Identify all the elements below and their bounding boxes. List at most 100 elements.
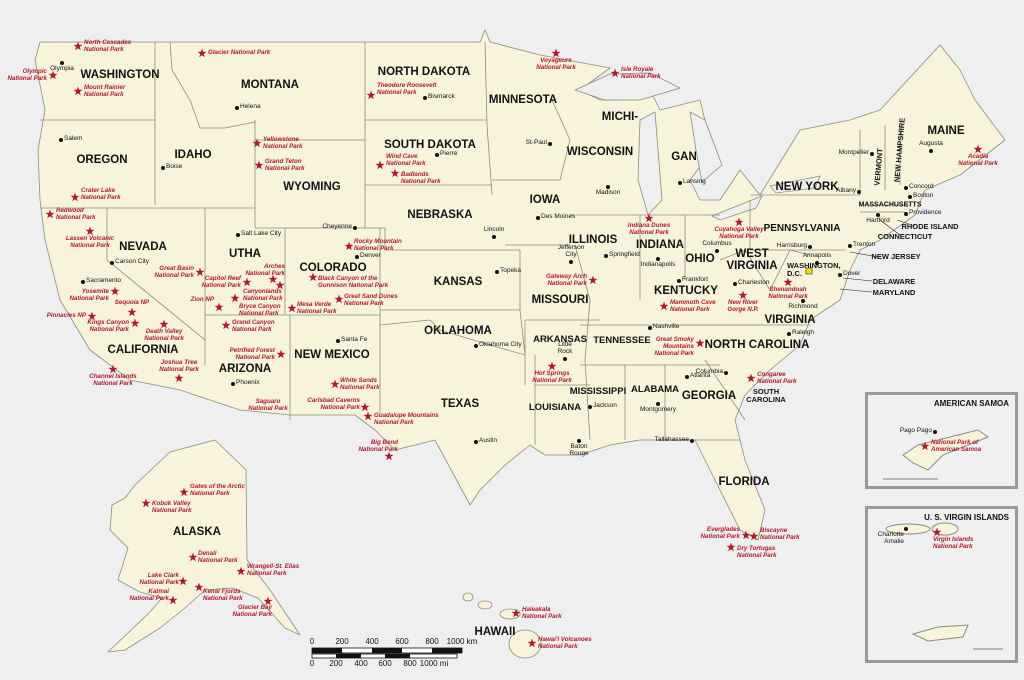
park-label: Virgin Islands National Park [933, 536, 974, 551]
capital-dot [235, 106, 239, 110]
capital-label: Jackson [593, 402, 617, 409]
park-star-icon [511, 608, 521, 618]
scale-km-label: 0 [309, 637, 315, 646]
park-star-icon [390, 168, 400, 178]
park-star-icon [87, 311, 97, 321]
park-star-icon [659, 301, 669, 311]
capital-label: Boston [913, 192, 934, 199]
park-label: Mount Rainier National Park [84, 84, 126, 99]
park-star-icon [726, 542, 736, 552]
capital-dot [588, 405, 592, 409]
capital-label: Bismarck [428, 93, 455, 100]
park-star-icon [242, 277, 252, 287]
park-label: Cuyahoga Valley National Park [714, 226, 764, 241]
park-label: North Cascades National Park [84, 39, 132, 54]
capital-dot [474, 440, 478, 444]
capital-label: Carson City [115, 258, 149, 265]
capital-label: Augusta [919, 140, 943, 148]
park-star-icon [527, 638, 537, 648]
capital-dot [690, 439, 694, 443]
park-star-icon [695, 338, 705, 348]
capital-dot [929, 149, 933, 153]
us-virgin-islands-inset: U. S. VIRGIN ISLANDS [865, 506, 1018, 663]
capital-label: Olympia [50, 65, 74, 72]
capital-label: Boise [166, 163, 183, 170]
hawaii-island-oahu [477, 600, 493, 610]
capital-dot [435, 153, 439, 157]
american-samoa-title: AMERICAN SAMOA [933, 399, 1009, 408]
capital-dot [685, 375, 689, 379]
park-star-icon [254, 160, 264, 170]
state-label: ALABAMA [630, 384, 680, 396]
scale-bar [311, 647, 463, 659]
park-label: Saguaro National Park [248, 398, 288, 413]
park-star-icon [168, 595, 178, 605]
park-star-icon [308, 272, 318, 282]
park-star-icon [375, 160, 385, 170]
park-label: Gateway Arch National Park [545, 273, 587, 288]
capital-dot [857, 190, 861, 194]
capital-dot [110, 261, 114, 265]
capital-label: Providence [909, 209, 942, 216]
capital-dot [904, 186, 908, 190]
state-label: NEW MEXICO [294, 348, 370, 361]
park-label: Lassen Volcanic National Park [65, 235, 115, 250]
park-label: Big Bend National Park [358, 439, 398, 454]
park-label: Capitol Reef National Park [201, 275, 241, 290]
capital-dot [838, 273, 842, 277]
scale-mi-label: 600 [378, 659, 392, 668]
capital-dot [724, 371, 728, 375]
capital-dot [548, 142, 552, 146]
state-label: ARKANSAS [533, 334, 587, 346]
park-label: Badlands National Park [401, 171, 441, 186]
park-star-icon [360, 402, 370, 412]
capital-label: Montgomery [639, 406, 677, 413]
capital-dot [60, 61, 64, 65]
usvi-title: U. S. VIRGIN ISLANDS [924, 513, 1009, 522]
park-label: Grand Canyon National Park [232, 319, 275, 334]
park-star-icon [110, 286, 120, 296]
state-label: SOUTH DAKOTA [384, 138, 476, 151]
park-star-icon [214, 302, 224, 312]
state-label: GAN [671, 150, 697, 163]
state-label: MONTANA [241, 78, 299, 91]
park-label: Channel Islands National Park [89, 373, 137, 388]
capital-dot [801, 299, 805, 303]
capital-label: Charleston [738, 279, 770, 286]
park-label: Great Smoky Mountains National Park [654, 336, 694, 358]
capital-label: Montpelier [838, 149, 869, 156]
park-star-icon [178, 576, 188, 586]
capital-dot [715, 249, 719, 253]
capital-label: Trenton [853, 241, 876, 248]
state-label: HAWAII [474, 625, 516, 638]
park-label: Haleakala National Park [522, 606, 562, 621]
park-label: Grand Teton National Park [265, 158, 305, 173]
park-label: Guadalupe Mountains National Park [374, 412, 439, 427]
park-label: Canyonlands National Park [243, 288, 283, 303]
park-label: Great Basin National Park [154, 265, 194, 280]
capital-dot [81, 280, 85, 284]
st-croix-island [911, 624, 969, 642]
scale-km-label: 1000 km [446, 637, 478, 646]
hawaii-island-kauai [462, 592, 474, 602]
state-label: OHIO [685, 252, 715, 265]
park-label: Great Sand Dunes National Park [344, 293, 398, 308]
capital-dot [904, 212, 908, 216]
capital-label: Phoenix [236, 379, 260, 386]
park-label: Wrangell-St. Elias National Park [247, 563, 300, 578]
capital-dot [908, 195, 912, 199]
capital-label: Cheyenne [322, 223, 352, 230]
state-label: NEVADA [119, 240, 167, 253]
state-label: WASHINGTON [80, 68, 160, 81]
park-star-icon [45, 209, 55, 219]
park-star-icon [221, 320, 231, 330]
capital-dot [815, 261, 819, 265]
park-star-icon [276, 349, 286, 359]
park-star-icon [230, 293, 240, 303]
state-label: NEW YORK [775, 180, 839, 193]
park-label: Mesa Verde National Park [297, 301, 337, 316]
state-label: MASSACHUSETTS [858, 201, 922, 209]
state-label: WASHINGTON, D.C. [787, 261, 841, 278]
park-label: Katmai National Park [129, 588, 169, 603]
state-label: INDIANA [636, 238, 684, 251]
